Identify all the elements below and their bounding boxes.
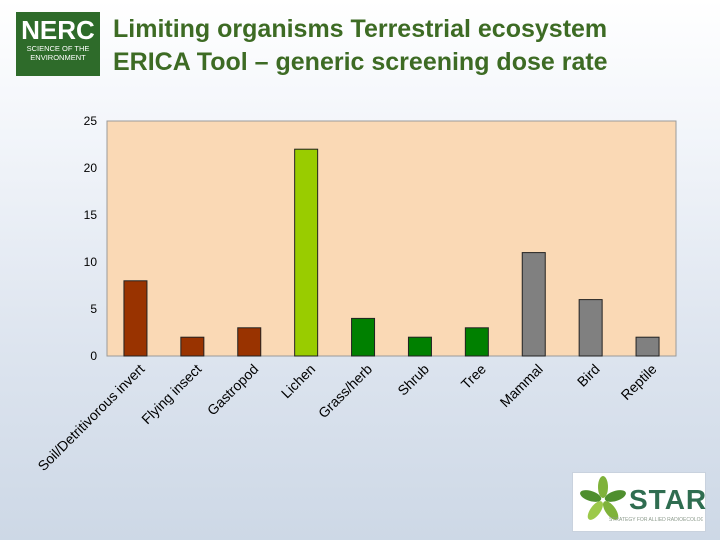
bar-6: [464, 327, 489, 357]
page-title: Limiting organisms Terrestrial ecosystem…: [113, 13, 713, 79]
nerc-logo-subtitle-2: ENVIRONMENT: [30, 53, 86, 62]
x-tick-label: Grass/herb: [315, 361, 375, 421]
star-logo-text: STAR: [629, 484, 708, 515]
y-tick-label: 10: [84, 255, 98, 269]
nerc-logo: NERC SCIENCE OF THE ENVIRONMENT: [16, 12, 100, 76]
bar-4: [351, 317, 376, 357]
x-tick-label: Shrub: [394, 361, 432, 399]
x-tick-label: Flying insect: [138, 361, 204, 427]
x-tick-label: Tree: [458, 361, 489, 392]
leaf-star-icon: [580, 476, 626, 520]
bar-2: [237, 327, 262, 357]
bar-7: [521, 252, 546, 357]
title-line-1: Limiting organisms Terrestrial ecosystem: [113, 15, 608, 43]
bar-1: [180, 336, 205, 357]
y-tick-label: 15: [84, 208, 98, 222]
x-tick-label: Soil/Detritivorous invert: [34, 361, 147, 474]
x-tick-label: Bird: [574, 361, 603, 390]
star-logo: STAR STRATEGY FOR ALLIED RADIOECOLOGY: [572, 472, 706, 532]
x-tick-label: Reptile: [618, 361, 660, 403]
bar-9: [635, 336, 660, 357]
bar-3: [294, 148, 319, 357]
bar-0: [123, 280, 148, 357]
x-tick-label: Lichen: [278, 361, 318, 401]
y-tick-label: 25: [84, 114, 98, 128]
bar-8: [578, 299, 603, 357]
bar-5: [407, 336, 432, 357]
y-tick-label: 5: [90, 302, 97, 316]
x-tick-label: Gastropod: [204, 361, 262, 419]
x-tick-label: Mammal: [497, 361, 546, 410]
nerc-logo-text: NERC: [21, 15, 95, 45]
y-tick-label: 0: [90, 349, 97, 363]
title-line-2: ERICA Tool – generic screening dose rate: [113, 48, 608, 76]
star-logo-tagline: STRATEGY FOR ALLIED RADIOECOLOGY: [609, 517, 703, 523]
nerc-logo-subtitle-1: SCIENCE OF THE: [26, 44, 90, 53]
y-tick-label: 20: [84, 161, 98, 175]
